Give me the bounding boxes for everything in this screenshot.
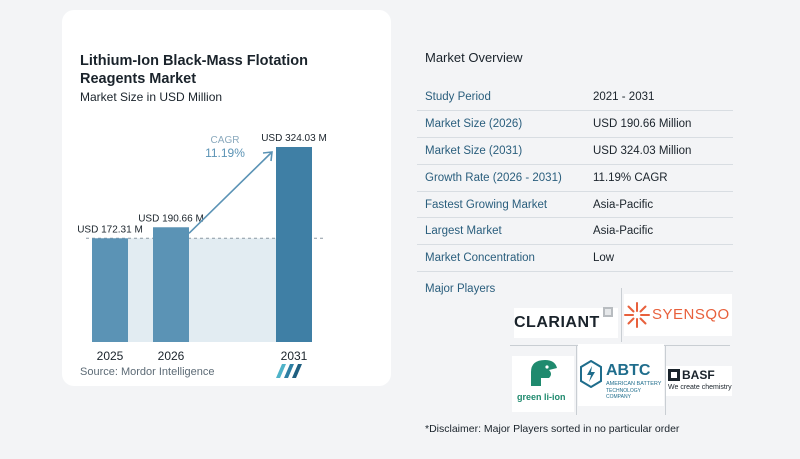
clariant-logo: CLARIANT [514, 307, 618, 338]
syensqo-logo: SYENSQO [624, 294, 732, 336]
overview-value: Asia-Pacific [593, 225, 654, 238]
overview-label: Fastest Growing Market [425, 198, 548, 211]
overview-row: Growth Rate (2026 - 2031) 11.19% CAGR [417, 165, 733, 192]
lion-head-icon [531, 360, 557, 386]
bar-value-label: USD 172.31 M [77, 224, 143, 235]
overview-row: Largest Market Asia-Pacific [417, 218, 733, 246]
clariant-logo-text: CLARIANT [514, 314, 600, 331]
x-tick-label: 2026 [158, 349, 185, 363]
mordor-logo-icon [276, 364, 302, 378]
greenlion-logo-text: green li-ion [517, 392, 566, 402]
cagr-arrow-head [262, 151, 273, 162]
overview-title: Market Overview [425, 50, 523, 65]
cagr-value: 11.19% [205, 146, 245, 160]
overview-row: Fastest Growing Market Asia-Pacific [417, 192, 733, 219]
cagr-arrow [188, 151, 273, 234]
basf-logo-text: BASF [682, 368, 715, 382]
logo-divider [621, 288, 622, 342]
overview-label: Market Size (2026) [425, 117, 523, 130]
chart-card: USD 172.31 M USD 190.66 M USD 324.03 M 202… [62, 10, 391, 386]
overview-table: Study Period 2021 - 2031 Market Size (202… [417, 84, 733, 273]
chart-subtitle: Market Size in USD Million [80, 90, 223, 104]
baseline-shade [92, 238, 312, 342]
logo-divider [576, 345, 577, 415]
abtc-logo: ABTC AMERICAN BATTERY TECHNOLOGY COMPANY [578, 344, 664, 406]
overview-row: Study Period 2021 - 2031 [417, 84, 733, 111]
overview-label: Growth Rate (2026 - 2031) [425, 171, 562, 184]
x-tick-label: 2031 [281, 349, 308, 363]
major-players-title: Major Players [425, 283, 496, 295]
abtc-logo-text: ABTC [606, 362, 651, 379]
basf-square-icon [668, 369, 680, 381]
x-tick-label: 2025 [97, 349, 124, 363]
abtc-subtitle-1: AMERICAN BATTERY [606, 381, 662, 387]
overview-value: Low [593, 252, 615, 265]
logo-divider [665, 345, 666, 415]
basf-tagline: We create chemistry [668, 384, 732, 391]
bar-2025 [92, 238, 128, 342]
chart-title: Lithium-Ion Black-Mass Flotation Reagent… [80, 53, 308, 87]
battery-hex-icon [580, 360, 602, 388]
syensqo-logo-text: SYENSQO [652, 306, 730, 323]
overview-label: Market Concentration [425, 252, 535, 265]
disclaimer-text: *Disclaimer: Major Players sorted in no … [425, 423, 680, 435]
overview-label: Market Size (2031) [425, 144, 523, 157]
clariant-mark-icon [602, 307, 613, 317]
bar-2026 [153, 227, 189, 342]
overview-label: Study Period [425, 90, 491, 103]
overview-row: Market Concentration Low [417, 245, 733, 273]
bar-2031 [276, 147, 312, 342]
bar-value-label: USD 324.03 M [261, 133, 327, 144]
bar-value-label: USD 190.66 M [138, 213, 204, 224]
cagr-label: CAGR [211, 135, 240, 146]
overview-value: 2021 - 2031 [593, 90, 655, 103]
greenlion-logo: green li-ion [512, 356, 574, 412]
basf-logo: BASF We create chemistry [666, 366, 732, 396]
source-text: Source: Mordor Intelligence [80, 366, 215, 378]
overview-row: Market Size (2026) USD 190.66 Million [417, 111, 733, 138]
overview-row: Market Size (2031) USD 324.03 Million [417, 138, 733, 165]
overview-value: 11.19% CAGR [593, 171, 668, 184]
syensqo-burst-icon [624, 302, 650, 328]
abtc-subtitle-2: TECHNOLOGY COMPANY [606, 388, 641, 400]
overview-value: USD 324.03 Million [593, 144, 692, 157]
overview-value: Asia-Pacific [593, 198, 654, 211]
overview-label: Largest Market [425, 225, 502, 238]
overview-value: USD 190.66 Million [593, 117, 692, 130]
